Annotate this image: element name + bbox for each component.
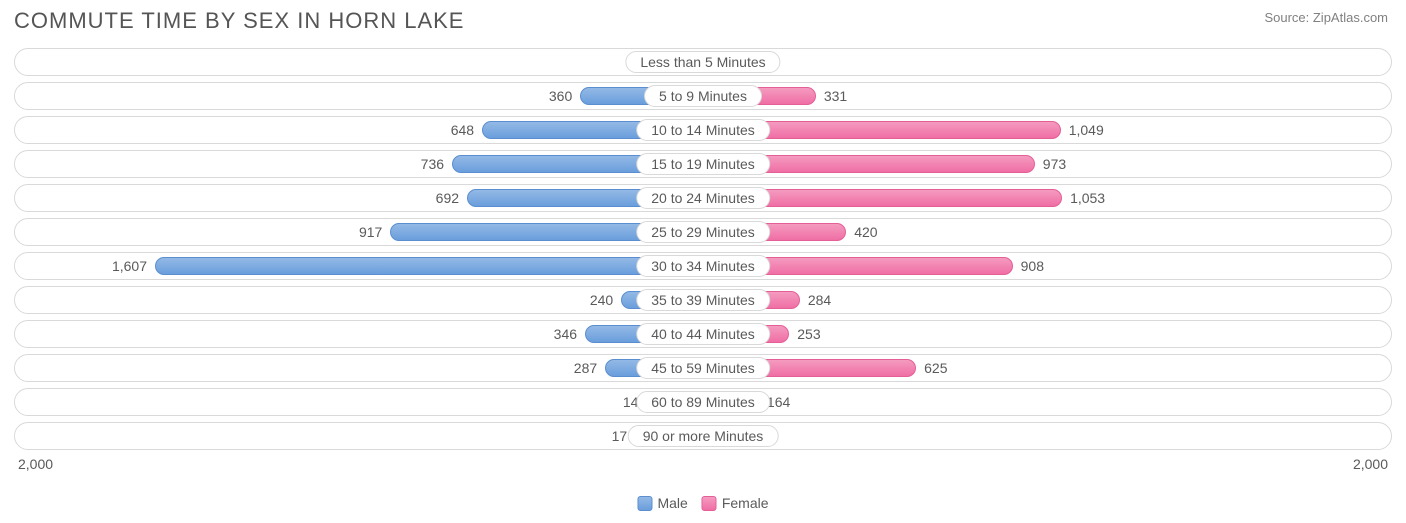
chart-row: 56133Less than 5 Minutes [14,48,1392,76]
female-half: 331 [703,83,1391,109]
chart-row: 648 1,049 10 to 14 Minutes [14,116,1392,144]
category-label: Less than 5 Minutes [625,51,780,73]
axis-left-max: 2,000 [18,456,53,472]
female-half: 284 [703,287,1391,313]
male-half: 287 [15,355,703,381]
male-value-label: 346 [554,326,577,342]
category-label: 30 to 34 Minutes [636,255,770,277]
female-value-label: 1,053 [1070,190,1105,206]
male-value-label: 648 [451,122,474,138]
female-half: 973 [703,151,1391,177]
chart-row: 692 1,053 20 to 24 Minutes [14,184,1392,212]
female-value-label: 973 [1043,156,1066,172]
male-half: 56 [15,49,703,75]
female-value-label: 284 [808,292,831,308]
female-half: 253 [703,321,1391,347]
male-half: 360 [15,83,703,109]
male-value-label: 917 [359,224,382,240]
legend-item-male: Male [637,495,687,511]
female-half: 625 [703,355,1391,381]
category-label: 60 to 89 Minutes [636,391,770,413]
chart-row: 917 420 25 to 29 Minutes [14,218,1392,246]
male-value-label: 1,607 [112,258,147,274]
category-label: 10 to 14 Minutes [636,119,770,141]
category-label: 20 to 24 Minutes [636,187,770,209]
chart-container: Commute Time By Sex in Horn Lake Source:… [0,0,1406,523]
male-half: 240 [15,287,703,313]
legend-item-female: Female [702,495,769,511]
male-value-label: 360 [549,88,572,104]
chart-row: 240 284 35 to 39 Minutes [14,286,1392,314]
female-half: 164 [703,389,1391,415]
chart-row: 1,607 908 30 to 34 Minutes [14,252,1392,280]
female-value-label: 1,049 [1069,122,1104,138]
female-half: 133 [703,49,1391,75]
female-swatch [702,496,717,511]
male-half: 648 [15,117,703,143]
axis-right-max: 2,000 [1353,456,1388,472]
chart-row: 1766290 or more Minutes [14,422,1392,450]
category-label: 40 to 44 Minutes [636,323,770,345]
category-label: 45 to 59 Minutes [636,357,770,379]
female-half: 908 [703,253,1391,279]
male-half: 346 [15,321,703,347]
female-half: 1,049 [703,117,1391,143]
category-label: 35 to 39 Minutes [636,289,770,311]
female-value-label: 253 [797,326,820,342]
chart-row: 360 331 5 to 9 Minutes [14,82,1392,110]
bidirectional-bar-chart: 56133Less than 5 Minutes 360 331 5 to 9 Min… [14,48,1392,450]
male-half: 1,607 [15,253,703,279]
male-swatch [637,496,652,511]
female-half: 62 [703,423,1391,449]
chart-row: 287 625 45 to 59 Minutes [14,354,1392,382]
category-label: 90 or more Minutes [628,425,779,447]
male-bar [155,257,703,275]
legend-male-label: Male [657,495,687,511]
male-half: 692 [15,185,703,211]
category-label: 15 to 19 Minutes [636,153,770,175]
female-half: 1,053 [703,185,1391,211]
male-value-label: 240 [590,292,613,308]
male-half: 736 [15,151,703,177]
female-value-label: 164 [767,394,790,410]
female-half: 420 [703,219,1391,245]
male-value-label: 736 [421,156,444,172]
source-attribution: Source: ZipAtlas.com [1264,10,1388,25]
chart-row: 736 973 15 to 19 Minutes [14,150,1392,178]
female-value-label: 908 [1021,258,1044,274]
category-label: 5 to 9 Minutes [644,85,762,107]
male-value-label: 287 [574,360,597,376]
legend-female-label: Female [722,495,769,511]
category-label: 25 to 29 Minutes [636,221,770,243]
legend: Male Female [637,495,768,511]
female-value-label: 331 [824,88,847,104]
female-value-label: 420 [854,224,877,240]
chart-row: 346 253 40 to 44 Minutes [14,320,1392,348]
male-half: 917 [15,219,703,245]
male-half: 143 [15,389,703,415]
female-value-label: 625 [924,360,947,376]
x-axis-labels: 2,000 2,000 [14,456,1392,472]
chart-row: 143 16460 to 89 Minutes [14,388,1392,416]
chart-title: Commute Time By Sex in Horn Lake [14,8,1392,34]
male-half: 176 [15,423,703,449]
male-value-label: 692 [436,190,459,206]
